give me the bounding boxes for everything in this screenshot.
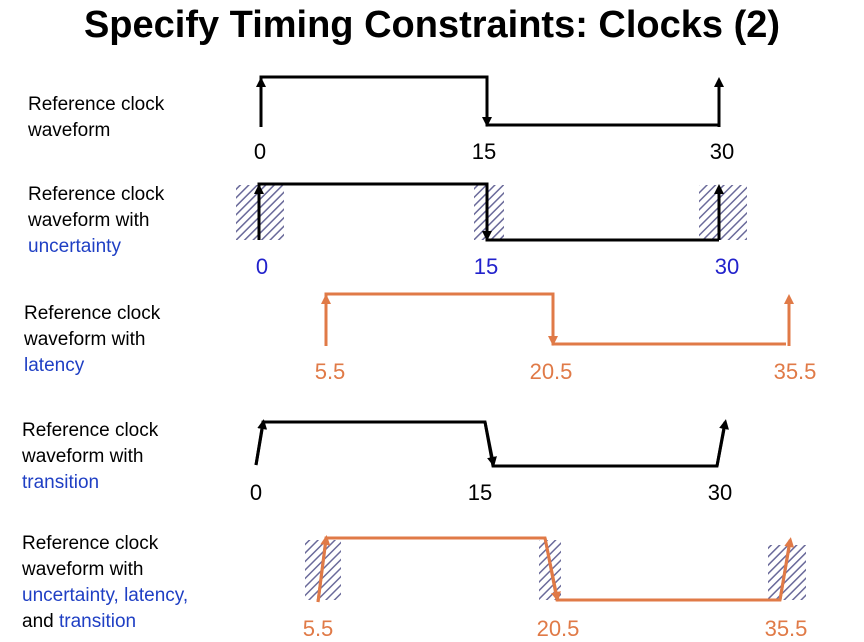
row1-clock-trace [259, 75, 719, 127]
row5-label: Reference clock waveform with uncertaint… [22, 531, 188, 635]
row5-waveform [305, 535, 806, 603]
row2-tick-end: 30 [714, 254, 740, 279]
row5-tick-fall: 20.5 [536, 616, 580, 641]
row1-label: Reference clock waveform [28, 92, 164, 144]
row5-label-line2: waveform with [22, 559, 144, 580]
row3-tick-fall: 20.5 [529, 359, 573, 384]
row3-label: Reference clock waveform with latency [24, 301, 160, 379]
row4-label: Reference clock waveform with transition [22, 418, 158, 496]
row5-tick-end: 35.5 [764, 616, 808, 641]
row3-label-line2: waveform with [24, 329, 146, 350]
row5-label-tail-highlight: transition [58, 611, 137, 632]
row4-tick-rise: 0 [249, 480, 263, 505]
row2-tick-fall: 15 [473, 254, 499, 279]
row2-tick-rise: 0 [255, 254, 269, 279]
row3-tick-rise: 5.5 [314, 359, 346, 384]
row5-fall-arrow [543, 537, 561, 602]
row1-tick-end: 30 [709, 139, 735, 164]
row4-waveform [254, 419, 729, 468]
row2-uncertainty-fall [474, 185, 504, 240]
row4-tick-end: 30 [707, 480, 733, 505]
row2-waveform [236, 182, 747, 242]
row3-waveform [321, 292, 794, 346]
page-title: Specify Timing Constraints: Clocks (2) [83, 4, 781, 46]
row3-label-highlight: latency [24, 355, 85, 376]
row1-label-line1: Reference clock [28, 94, 165, 115]
row2-label-highlight: uncertainty [28, 236, 121, 257]
row1-label-line2: waveform [28, 120, 111, 141]
row5-end-arrow [778, 537, 795, 601]
row5-rise-arrow [316, 535, 331, 603]
row1-tick-fall: 15 [471, 139, 497, 164]
row2-label-line1: Reference clock [28, 184, 165, 205]
row4-label-highlight: transition [22, 472, 100, 493]
row2-label-line2: waveform with [28, 210, 150, 231]
row4-label-line1: Reference clock [22, 420, 159, 441]
row3-tick-end: 35.5 [773, 359, 817, 384]
row4-rise-arrow [254, 419, 268, 466]
row5-label-tail-prefix: and [22, 611, 59, 632]
row4-end-arrow [715, 419, 729, 467]
row5-label-line1: Reference clock [22, 533, 159, 554]
row5-label-highlight: uncertainty, latency, [22, 585, 189, 606]
row2-uncertainty-end [699, 185, 747, 240]
row1-waveform [256, 75, 724, 127]
row2-label: Reference clock waveform with uncertaint… [28, 182, 164, 260]
row4-fall-arrow [483, 421, 497, 467]
row4-label-line2: waveform with [22, 446, 144, 467]
row5-tick-rise: 5.5 [302, 616, 334, 641]
row5-label-tail: and transition [22, 609, 188, 635]
row4-tick-fall: 15 [467, 480, 493, 505]
row3-clock-trace [324, 292, 786, 346]
row1-tick-rise: 0 [253, 139, 267, 164]
row3-label-line1: Reference clock [24, 303, 161, 324]
